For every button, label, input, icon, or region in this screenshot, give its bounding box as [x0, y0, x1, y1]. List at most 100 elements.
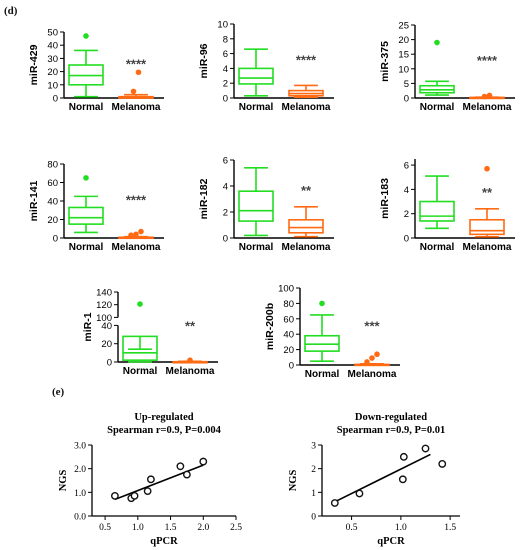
outlier-point [83, 175, 89, 181]
box-melanoma [469, 92, 505, 100]
outlier-point [486, 92, 493, 99]
x-tick-label: Melanoma [112, 242, 161, 253]
x-tick-label: Normal [69, 102, 104, 113]
regression-line [334, 453, 431, 503]
data-point [398, 475, 407, 484]
data-point [399, 452, 408, 461]
y-tick-label: 20 [283, 345, 294, 356]
y-tick-label: 20 [101, 339, 112, 350]
box-normal [122, 301, 158, 363]
x-tick-label: Melanoma [282, 102, 331, 113]
y-axis-label: NGS [288, 470, 299, 492]
x-tick-label: Normal [239, 242, 274, 253]
y-tick-label: 0 [311, 513, 316, 523]
x-tick-label: Normal [420, 102, 455, 113]
box-melanoma [172, 357, 208, 364]
box-melanoma [354, 351, 390, 367]
y-axis-label: miR-200b [264, 303, 276, 350]
chart-mir-182: 0 2 4 6 miR-182 Normal Melanoma ** [198, 156, 334, 253]
x-tick-label: Melanoma [282, 242, 331, 253]
y-tick-label: 0 [223, 94, 228, 105]
y-tick-label: 40 [47, 41, 58, 52]
outlier-point [484, 165, 490, 172]
y-tick-label: 4 [404, 185, 409, 196]
regression-line [114, 464, 204, 501]
y-tick-label: 6 [404, 161, 409, 172]
box-melanoma [288, 206, 324, 238]
box-normal [419, 39, 455, 96]
outlier-point [481, 93, 488, 100]
chart-down-regulated: Down-regulated Spearman r=0.9, P=0.01 0 1 2 3… [288, 412, 460, 547]
y-tick-label: 15 [398, 50, 409, 61]
y-tick-label: 0 [223, 234, 228, 245]
x-tick-label: 1.0 [395, 523, 407, 533]
x-tick-label: Normal [420, 242, 455, 253]
outlier-point [369, 355, 375, 361]
x-tick-label: Normal [305, 369, 340, 380]
y-tick-label: 25 [398, 21, 409, 32]
y-tick-label: 20 [398, 35, 409, 46]
outlier-point [128, 232, 134, 239]
outlier-point [319, 300, 325, 307]
y-tick-label: 2 [223, 79, 228, 90]
significance-label: ** [185, 319, 196, 334]
box-iqr [122, 335, 158, 361]
box-melanoma [118, 69, 154, 99]
x-tick-label: Melanoma [463, 242, 512, 253]
y-tick-label: 120 [96, 300, 112, 311]
data-point [130, 491, 139, 500]
significance-label: ** [482, 185, 493, 200]
box-melanoma [288, 84, 324, 99]
box-normal [68, 175, 104, 234]
y-tick-label: 6 [223, 49, 228, 60]
box-iqr [238, 190, 274, 222]
chart-mir-96: 0 2 4 6 8 10 miR-96 Normal Melanoma **** [198, 20, 334, 113]
y-tick-label: 0 [404, 94, 409, 105]
y-axis-label: miR-141 [28, 180, 40, 221]
outlier-point [434, 39, 440, 46]
y-tick-label: 30 [47, 54, 58, 65]
data-point [143, 487, 152, 496]
y-tick-label: 8 [223, 34, 228, 45]
y-tick-label: 80 [283, 299, 294, 310]
x-tick-label: 2.5 [230, 523, 242, 533]
box-normal [419, 175, 455, 230]
y-tick-label: 0 [53, 234, 58, 245]
y-axis-label: miR-375 [379, 41, 391, 82]
y-tick-label: 0 [404, 234, 409, 245]
significance-label: **** [126, 56, 147, 71]
chart-up-regulated: Up-regulated Spearman r=0.9, P=0.004 0.0 1.… [58, 412, 242, 547]
x-axis-label: qPCR [377, 536, 405, 547]
x-tick-label: Normal [239, 102, 274, 113]
y-tick-label: 0 [289, 361, 294, 372]
outlier-point [137, 301, 143, 307]
data-point [355, 489, 364, 498]
data-point [111, 491, 119, 500]
y-tick-label: 1.0 [74, 489, 86, 499]
data-point [199, 457, 208, 466]
y-axis-label: NGS [58, 470, 69, 492]
y-tick-label: 40 [47, 197, 58, 208]
y-tick-label: 80 [47, 160, 58, 171]
significance-label: **** [126, 193, 147, 208]
x-tick-label: Melanoma [112, 102, 161, 113]
box-iqr [68, 206, 104, 225]
y-tick-label: 2.0 [74, 465, 86, 475]
y-axis-label: miR-1 [82, 312, 94, 341]
box-iqr [288, 219, 324, 234]
x-tick-label: 0.5 [346, 523, 358, 533]
outlier-point [138, 228, 144, 235]
y-tick-label: 140 [96, 288, 112, 299]
y-tick-label: 100 [96, 313, 112, 324]
data-point [421, 444, 430, 453]
y-tick-label: 20 [47, 67, 58, 78]
box-melanoma [469, 165, 505, 238]
x-tick-label: Melanoma [348, 369, 397, 380]
box-iqr [238, 67, 274, 85]
y-tick-label: 0 [53, 94, 58, 105]
y-tick-label: 4 [223, 64, 228, 75]
panel-e-label: (e) [52, 386, 65, 398]
panel-d-label: (d) [4, 5, 18, 17]
